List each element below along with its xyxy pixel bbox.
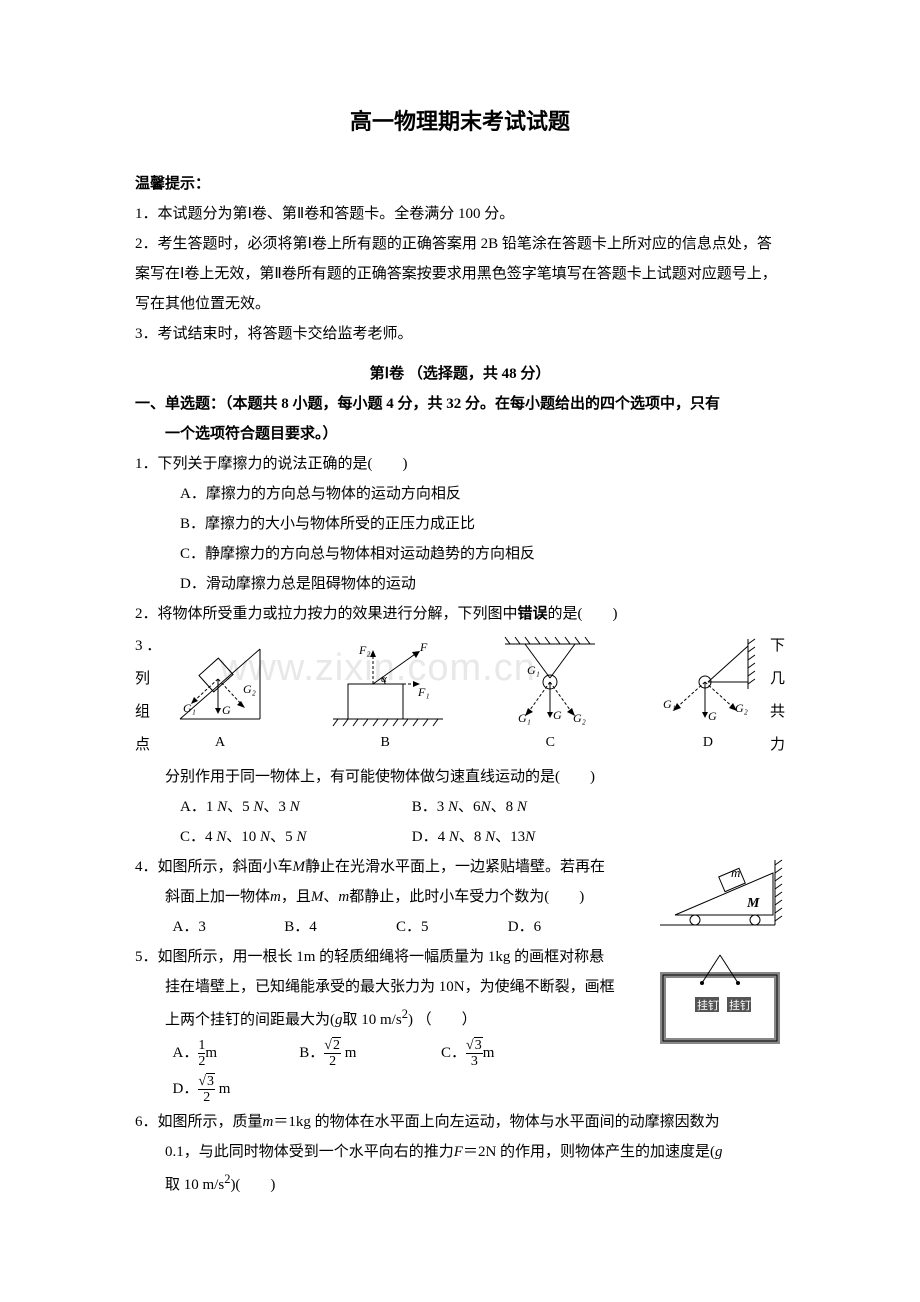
hint-3: 3．考试结束时，将答题卡交给监考老师。 [135, 319, 785, 349]
q3-right-4: 力 [763, 733, 785, 757]
q1-option-d: D．滑动摩擦力总是阻碍物体的运动 [180, 569, 785, 599]
hint-1: 1．本试题分为第Ⅰ卷、第Ⅱ卷和答题卡。全卷满分 100 分。 [135, 199, 785, 229]
svg-text:G₂: G₂ [735, 701, 748, 715]
svg-text:m: m [731, 865, 740, 880]
q4-option-d: D．6 [508, 912, 541, 942]
svg-text:G₁: G₁ [518, 711, 531, 725]
q2-label-b: B [323, 729, 448, 757]
svg-text:G₂: G₂ [573, 711, 586, 725]
q2-fig-b: F F₂ F₁ α B [323, 634, 448, 757]
part1-header: 第Ⅰ卷 （选择题，共 48 分） [135, 359, 785, 389]
svg-text:G₁: G₁ [527, 663, 540, 677]
svg-text:F₁: F₁ [417, 685, 430, 699]
q3-right-2: 几 [763, 667, 785, 691]
hints-label: 温馨提示： [135, 169, 785, 199]
q1-option-b: B．摩擦力的大小与物体所受的正压力成正比 [180, 509, 785, 539]
q3-left-3: 组 [135, 700, 165, 724]
q2-fig-c: G G₁ G₂ G₁ C [495, 634, 605, 757]
q3-options-row2: C．4 N、10 N、5 N D．4 N、8 N、13N [135, 822, 785, 852]
q2-label-c: C [495, 729, 605, 757]
q1-option-a: A．摩擦力的方向总与物体的运动方向相反 [180, 479, 785, 509]
q5-option-a: A．12m [173, 1035, 268, 1071]
q2-fig-d: G G₁ G₂ D [653, 634, 763, 757]
svg-text:F: F [419, 640, 428, 654]
hint-2: 2．考生答题时，必须将第Ⅰ卷上所有题的正确答案用 2B 铅笔涂在答题卡上所对应的… [135, 229, 785, 319]
q6-line3: 取 10 m/s2)( ) [135, 1167, 785, 1200]
svg-text:G: G [553, 708, 562, 722]
q2-label-a: A [165, 729, 275, 757]
q2-fig-a: G G₁ G₂ A [165, 634, 275, 757]
q4-figure: m M [655, 857, 785, 932]
q3-left-1: 3 ． [135, 634, 165, 658]
q3-stem-2: 分别作用于同一物体上，有可能使物体做匀速直线运动的是( ) [135, 762, 785, 792]
svg-text:G: G [222, 703, 231, 717]
q3-options-row1: A．1 N、5 N、3 N B．3 N、6N、8 N [135, 792, 785, 822]
svg-text:挂钉: 挂钉 [729, 998, 751, 1012]
q4-option-a: A．3 [173, 912, 253, 942]
question-3-row: 3 ． 列 组 点 G G₁ [135, 629, 785, 762]
q3-option-d: D．4 N、8 N、13N [412, 822, 535, 852]
question-6: 6．如图所示，质量m＝1kg 的物体在水平面上向左运动，物体与水平面间的动摩擦因… [135, 1107, 785, 1200]
page-title: 高一物理期末考试试题 [135, 100, 785, 144]
question-2: 2．将物体所受重力或拉力按力的效果进行分解，下列图中错误的是( ) [135, 599, 785, 629]
q6-line1: 6．如图所示，质量m＝1kg 的物体在水平面上向左运动，物体与水平面间的动摩擦因… [135, 1107, 785, 1137]
section1-header-2: 一个选项符合题目要求。） [135, 419, 785, 449]
question-4: m M 4．如图所示，斜面小车M静止在光滑水平面上，一边紧贴墙壁。若再在 斜面上… [135, 852, 785, 942]
q2-label-d: D [653, 729, 763, 757]
section1-header: 一、单选题：（本题共 8 小题，每小题 4 分，共 32 分。在每小题给出的四个… [135, 389, 785, 419]
q3-left-4: 点 [135, 733, 165, 757]
q6-line2: 0.1，与此同时物体受到一个水平向右的推力F＝2N 的作用，则物体产生的加速度是… [135, 1137, 785, 1167]
svg-text:G₂: G₂ [243, 682, 256, 696]
q5-figure: 挂钉 挂钉 [655, 947, 785, 1047]
question-5: 挂钉 挂钉 5．如图所示，用一根长 1m 的轻质细绳将一幅质量为 1kg 的画框… [135, 942, 785, 1107]
svg-text:F₂: F₂ [358, 643, 371, 657]
svg-text:α: α [381, 673, 387, 685]
question-1: 1．下列关于摩擦力的说法正确的是( ) A．摩擦力的方向总与物体的运动方向相反 … [135, 449, 785, 599]
q5-option-b: B．22 m [299, 1035, 409, 1071]
q4-option-c: C．5 [396, 912, 476, 942]
q3-option-c: C．4 N、10 N、5 N [180, 822, 380, 852]
q3-right-3: 共 [763, 700, 785, 724]
svg-text:G: G [708, 709, 717, 723]
q2-stem: 2．将物体所受重力或拉力按力的效果进行分解，下列图中错误的是( ) [135, 599, 785, 629]
q3-option-b: B．3 N、6N、8 N [412, 792, 527, 822]
svg-text:G₁: G₁ [663, 697, 676, 711]
q1-stem: 1．下列关于摩擦力的说法正确的是( ) [135, 449, 785, 479]
q4-option-b: B．4 [284, 912, 364, 942]
svg-text:M: M [746, 896, 760, 911]
q3-right-1: 下 [763, 634, 785, 658]
svg-text:G₁: G₁ [183, 701, 196, 715]
q3-left-2: 列 [135, 667, 165, 691]
svg-text:挂钉: 挂钉 [697, 998, 719, 1012]
q5-option-c: C．33m [441, 1035, 551, 1071]
q1-option-c: C．静摩擦力的方向总与物体相对运动趋势的方向相反 [180, 539, 785, 569]
q5-option-d: D．32 m [173, 1071, 231, 1107]
q3-option-a: A．1 N、5 N、3 N [180, 792, 380, 822]
